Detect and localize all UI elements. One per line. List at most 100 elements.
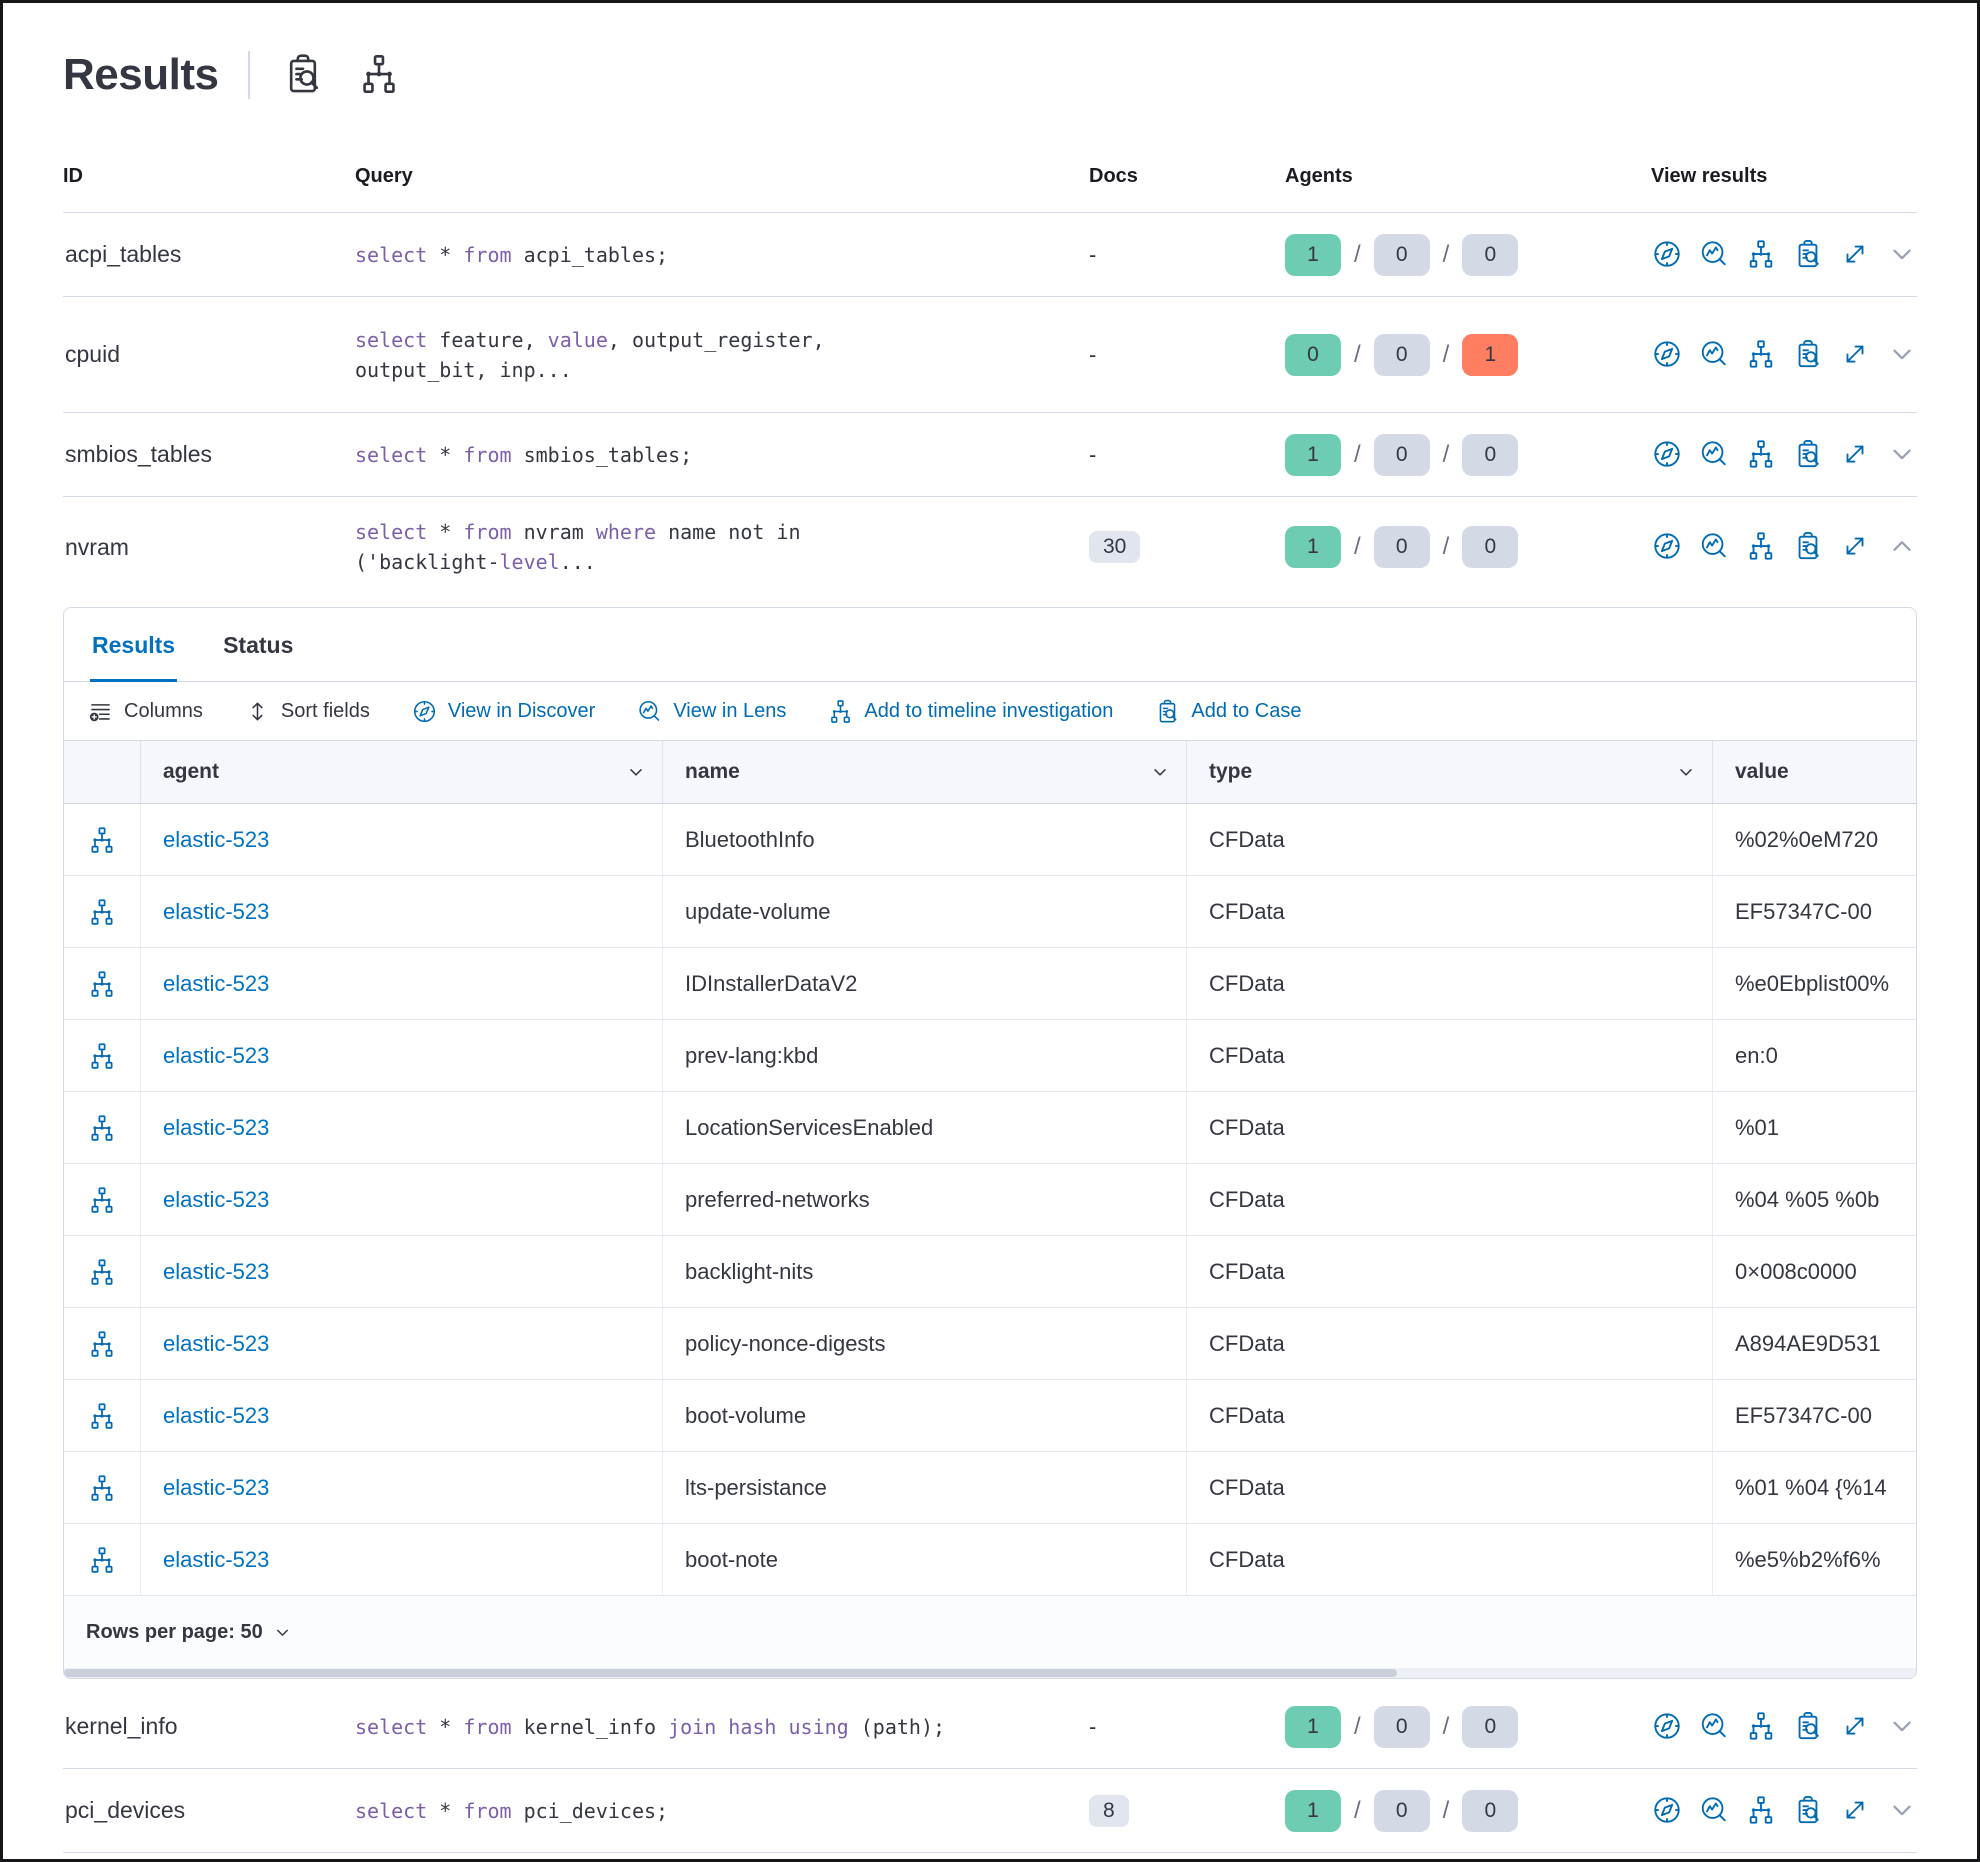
grid-header-type[interactable]: type [1186,741,1712,803]
add-to-case-icon[interactable] [1792,531,1824,563]
add-to-timeline-icon[interactable] [1745,531,1777,563]
view-in-discover-icon[interactable] [1651,339,1683,371]
agent-link[interactable]: elastic-523 [163,1042,270,1068]
agent-link[interactable]: elastic-523 [163,1330,270,1356]
result-row: elastic-523 policy-nonce-digests CFData … [64,1308,1916,1380]
add-to-timeline-icon[interactable] [1745,1711,1777,1743]
docs-count: 8 [1045,1794,1285,1827]
clipboard-search-icon[interactable] [280,52,326,98]
network-icon[interactable] [88,1330,116,1358]
network-icon[interactable] [88,1546,116,1574]
network-icon[interactable] [88,1474,116,1502]
agent-link[interactable]: elastic-523 [163,1546,270,1572]
query-sql: select * from nvram where name not in ('b… [355,520,801,574]
expand-icon[interactable] [1839,531,1871,563]
network-icon[interactable] [88,1114,116,1142]
view-in-lens-icon[interactable] [1698,439,1730,471]
agent-link[interactable]: elastic-523 [163,1402,270,1428]
add-to-timeline-icon[interactable] [1745,239,1777,271]
view-in-lens-icon[interactable] [1698,531,1730,563]
network-icon[interactable] [88,1258,116,1286]
agent-link[interactable]: elastic-523 [163,970,270,996]
tab-results[interactable]: Results [90,632,178,682]
view-in-lens-icon[interactable] [1698,239,1730,271]
chevron-down-icon[interactable] [1886,1711,1918,1743]
view-results-actions [1635,1711,1918,1743]
add-to-case-icon[interactable] [1792,339,1824,371]
query-id: kernel_info [65,1713,178,1739]
network-icon[interactable] [88,1186,116,1214]
expand-icon[interactable] [1839,1711,1871,1743]
agent-link[interactable]: elastic-523 [163,898,270,924]
view-in-lens-icon[interactable] [1698,339,1730,371]
view-in-discover-icon[interactable] [1651,1711,1683,1743]
scrollbar-thumb[interactable] [64,1669,1398,1677]
network-icon[interactable] [88,1402,116,1430]
view-in-lens-icon[interactable] [1698,1711,1730,1743]
view-in-discover-icon[interactable] [1651,439,1683,471]
agents-separator: / [1354,533,1361,560]
agent-link[interactable]: elastic-523 [163,1474,270,1500]
add-to-case-button[interactable]: Add to Case [1155,699,1302,724]
agents-failed-badge: 0 [1462,233,1519,276]
chevron-down-icon[interactable] [1886,239,1918,271]
chevron-down-icon[interactable] [1886,439,1918,471]
name-cell: boot-note [662,1524,1186,1595]
add-to-timeline-icon[interactable] [1745,1795,1777,1827]
add-to-case-icon[interactable] [1792,439,1824,471]
query-row-kernel-info: kernel_info select * from kernel_info jo… [63,1685,1917,1769]
grid-header-value[interactable]: value [1712,741,1916,803]
type-cell: CFData [1186,1452,1712,1523]
network-icon[interactable] [356,52,402,98]
add-to-timeline-icon[interactable] [1745,339,1777,371]
chevron-down-icon[interactable] [1886,339,1918,371]
view-in-discover-icon[interactable] [1651,239,1683,271]
sort-fields-button[interactable]: Sort fields [245,699,370,724]
expand-icon[interactable] [1839,439,1871,471]
agent-link[interactable]: elastic-523 [163,1258,270,1284]
view-in-discover-button[interactable]: View in Discover [412,699,595,724]
name-cell: backlight-nits [662,1236,1186,1307]
rows-per-page-button[interactable]: Rows per page: 50 [86,1621,292,1644]
agents-failed-badge: 0 [1462,1705,1519,1748]
add-to-case-icon[interactable] [1792,1795,1824,1827]
column-header-docs: Docs [1089,165,1138,187]
chevron-down-icon [273,1623,292,1642]
agents-failed-badge: 1 [1462,333,1519,376]
network-icon[interactable] [88,898,116,926]
agent-link[interactable]: elastic-523 [163,1186,270,1212]
docs-count: - [1089,1713,1097,1739]
value-cell: %e5%b2%f6% [1712,1524,1916,1595]
view-in-lens-button[interactable]: View in Lens [637,699,786,724]
agents-pending-badge: 0 [1373,1705,1430,1748]
add-to-case-icon[interactable] [1792,239,1824,271]
add-to-timeline-button[interactable]: Add to timeline investigation [828,699,1113,724]
add-to-timeline-icon[interactable] [1745,439,1777,471]
network-icon[interactable] [88,970,116,998]
title-divider [248,51,251,99]
expand-icon[interactable] [1839,1795,1871,1827]
tab-status[interactable]: Status [223,632,294,658]
network-icon[interactable] [88,826,116,854]
agent-link[interactable]: elastic-523 [163,1114,270,1140]
agents-success-badge: 1 [1285,1789,1341,1832]
expand-icon[interactable] [1839,239,1871,271]
expand-icon[interactable] [1839,339,1871,371]
view-in-lens-icon[interactable] [1698,1795,1730,1827]
chevron-down-icon[interactable] [1886,1795,1918,1827]
agents-separator: / [1354,340,1361,368]
horizontal-scrollbar[interactable] [64,1668,1916,1678]
agent-link[interactable]: elastic-523 [163,826,270,852]
add-to-case-icon[interactable] [1792,1711,1824,1743]
grid-header-name[interactable]: name [662,741,1186,803]
network-icon[interactable] [88,1042,116,1070]
view-in-discover-icon[interactable] [1651,531,1683,563]
columns-button[interactable]: Columns [88,699,203,724]
chevron-up-icon[interactable] [1886,531,1918,563]
grid-header-agent[interactable]: agent [140,741,662,803]
type-cell: CFData [1186,948,1712,1019]
query-id: nvram [65,533,129,560]
view-in-discover-icon[interactable] [1651,1795,1683,1827]
network-icon [828,699,853,724]
type-cell: CFData [1186,1164,1712,1235]
